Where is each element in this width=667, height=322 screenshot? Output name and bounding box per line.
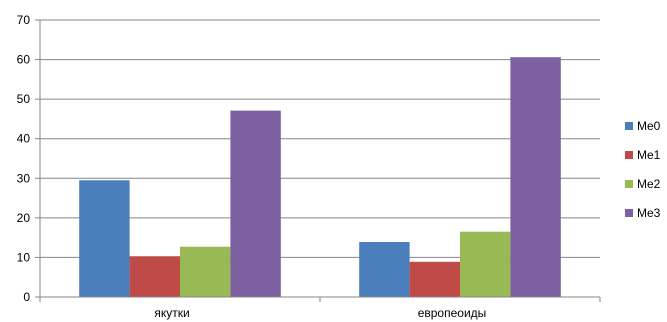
legend-swatch-me2 (625, 180, 633, 188)
bar-me2-1 (180, 246, 231, 297)
legend-swatch-me3 (625, 209, 633, 217)
y-tick-label: 60 (17, 53, 31, 67)
y-tick-label: 40 (17, 132, 31, 146)
legend-label-me2: Me2 (637, 177, 661, 191)
bar-me3-1 (230, 110, 281, 298)
bars (79, 57, 561, 298)
bar-me0-2 (359, 241, 410, 297)
y-tick-label: 0 (23, 290, 30, 304)
legend-label-me3: Me3 (637, 206, 661, 220)
legend: Me0 Me1 Me2 Me3 (625, 119, 661, 220)
bar-me1-1 (129, 256, 180, 297)
y-tick-label: 70 (17, 13, 31, 27)
bar-me0-1 (79, 180, 130, 297)
axes (35, 19, 601, 302)
y-tick-label: 20 (17, 211, 31, 225)
legend-swatch-me1 (625, 151, 633, 159)
legend-label-me0: Me0 (637, 119, 661, 133)
x-tick-labels: якутки европеоиды (154, 306, 486, 320)
legend-label-me1: Me1 (637, 148, 661, 162)
gridlines (40, 19, 600, 258)
y-tick-label: 50 (17, 92, 31, 106)
x-tick-label: якутки (154, 306, 189, 320)
y-tick-labels: 0 10 20 30 40 50 60 70 (17, 13, 31, 304)
y-tick-label: 30 (17, 171, 31, 185)
bar-me3-2 (510, 57, 561, 297)
bar-me1-2 (409, 261, 460, 297)
bar-me2-2 (460, 231, 511, 297)
y-tick-label: 10 (17, 250, 31, 264)
x-tick-label: европеоиды (418, 306, 487, 320)
legend-swatch-me0 (625, 122, 633, 130)
